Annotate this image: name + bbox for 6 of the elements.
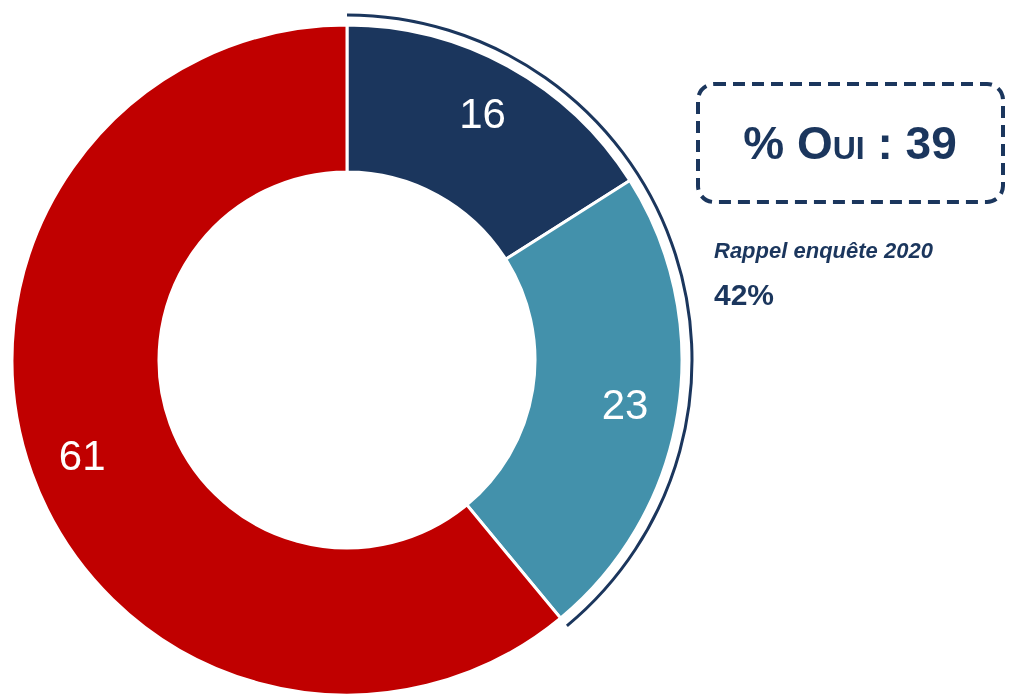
text: Rappel enquête 2020 <box>714 238 934 263</box>
text: % Oui : 39 <box>743 117 957 169</box>
text: 42% <box>714 278 775 311</box>
data-label: 16 <box>459 89 506 137</box>
data-label: 23 <box>601 380 649 428</box>
data-label: 61 <box>58 431 106 479</box>
